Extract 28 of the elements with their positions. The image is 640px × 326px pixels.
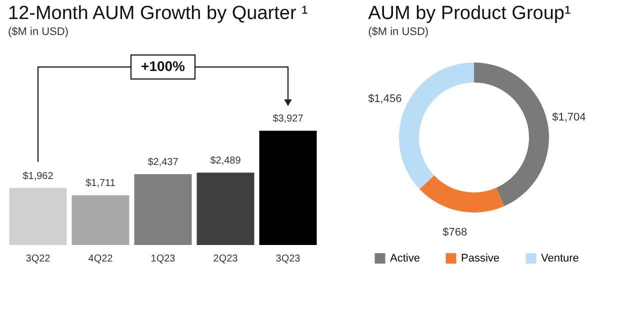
legend-label: Active — [390, 252, 420, 264]
chart-title: 12-Month AUM Growth by Quarter ¹ — [8, 3, 308, 24]
data-label: $2,489 — [210, 156, 242, 167]
data-label: $1,704 — [552, 111, 586, 124]
x-tick-label: 3Q22 — [26, 254, 51, 264]
data-label: $3,927 — [272, 114, 304, 125]
chart-subtitle: ($M in USD) — [8, 26, 69, 38]
data-label: $768 — [442, 226, 468, 239]
donut-slice — [420, 175, 504, 212]
chart-title: AUM by Product Group¹ — [368, 3, 571, 24]
legend-label: Venture — [541, 252, 579, 264]
bar — [9, 188, 67, 245]
chart-subtitle: ($M in USD) — [368, 26, 429, 38]
bar — [134, 174, 192, 245]
data-label: $2,437 — [148, 157, 179, 168]
bar — [259, 130, 317, 245]
data-label: $1,962 — [22, 170, 54, 182]
text: +100% — [141, 58, 186, 74]
bar — [72, 195, 130, 245]
bar — [196, 172, 254, 245]
x-tick-label: 4Q22 — [88, 254, 114, 264]
data-label: $1,456 — [368, 93, 402, 106]
data-label: $1,711 — [86, 178, 116, 190]
donut-slice — [474, 62, 549, 206]
x-tick-label: 2Q23 — [213, 254, 238, 264]
x-tick-label: 3Q23 — [276, 254, 301, 264]
x-tick-label: 1Q23 — [150, 254, 176, 264]
legend-label: Passive — [461, 252, 500, 264]
